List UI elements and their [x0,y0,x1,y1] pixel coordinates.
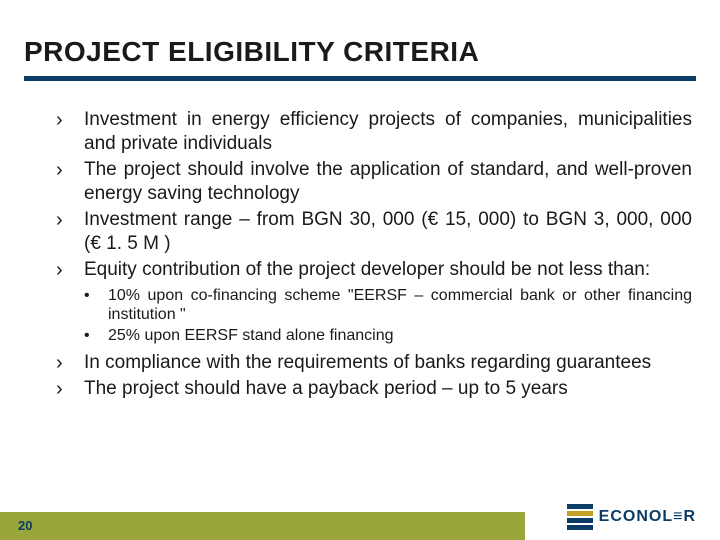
page-title: PROJECT ELIGIBILITY CRITERIA [24,36,479,68]
slide-root: { "colors": { "brand_navy": "#0c3c66", "… [0,0,720,540]
logo-bar-icon [567,504,593,509]
title-rule [24,76,696,81]
logo-bar-icon [567,511,593,516]
content-area: Investment in energy efficiency projects… [56,108,692,403]
logo-mark-icon [567,504,593,530]
list-item: The project should involve the applicati… [56,158,692,206]
list-item: Investment in energy efficiency projects… [56,108,692,156]
logo-text: ECONOL≡R [599,508,696,526]
list-item: In compliance with the requirements of b… [56,351,692,375]
footer-bar [0,512,525,540]
bullet-list-sub: 10% upon co-financing scheme "EERSF – co… [84,286,692,345]
list-item: Equity contribution of the project devel… [56,258,692,282]
bullet-list-main: Investment in energy efficiency projects… [56,108,692,282]
logo-bar-icon [567,525,593,530]
page-number: 20 [18,518,32,533]
logo: ECONOL≡R [567,504,696,530]
list-item: Investment range – from BGN 30, 000 (€ 1… [56,208,692,256]
list-item: 10% upon co-financing scheme "EERSF – co… [84,286,692,324]
bullet-list-tail: In compliance with the requirements of b… [56,351,692,401]
logo-bar-icon [567,518,593,523]
list-item: The project should have a payback period… [56,377,692,401]
list-item: 25% upon EERSF stand alone financing [84,326,692,345]
